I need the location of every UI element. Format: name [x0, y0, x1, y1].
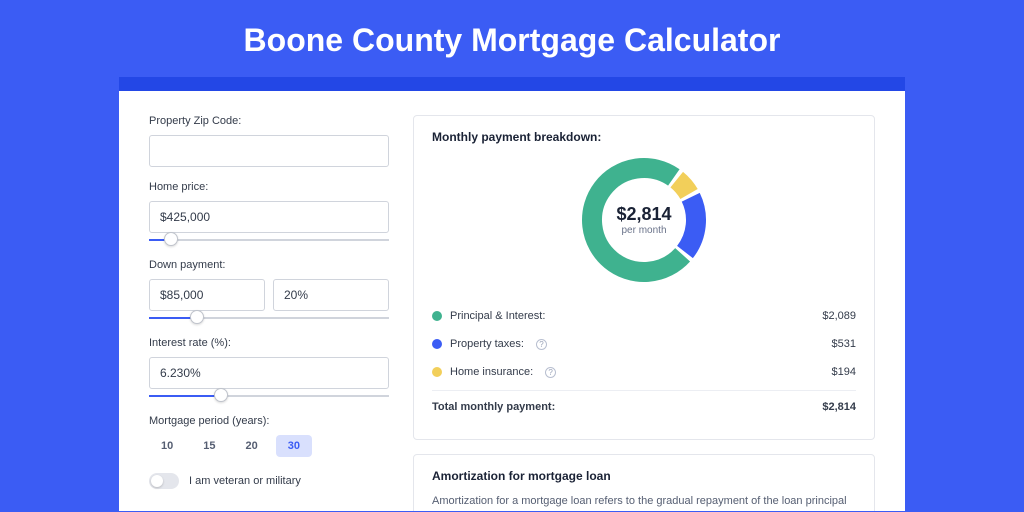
form-column: Property Zip Code: Home price: Down paym…: [149, 115, 389, 481]
calculator-card: Property Zip Code: Home price: Down paym…: [119, 91, 905, 511]
legend-value: $2,089: [822, 310, 856, 322]
home-price-slider[interactable]: [149, 235, 389, 245]
breakdown-panel: Monthly payment breakdown: $2,814 per mo…: [413, 115, 875, 440]
field-period: Mortgage period (years): 10 15 20 30: [149, 415, 389, 457]
veteran-row: I am veteran or military: [149, 473, 389, 489]
zip-label: Property Zip Code:: [149, 115, 389, 127]
zip-input[interactable]: [149, 135, 389, 167]
results-column: Monthly payment breakdown: $2,814 per mo…: [413, 115, 875, 481]
period-button-10[interactable]: 10: [149, 435, 185, 457]
amortization-text: Amortization for a mortgage loan refers …: [432, 493, 856, 511]
legend-swatch: [432, 311, 442, 321]
down-payment-pct-input[interactable]: [273, 279, 389, 311]
amortization-title: Amortization for mortgage loan: [432, 469, 856, 483]
home-price-input[interactable]: [149, 201, 389, 233]
field-rate: Interest rate (%):: [149, 337, 389, 401]
period-buttons: 10 15 20 30: [149, 435, 389, 457]
legend-label: Principal & Interest:: [450, 310, 545, 322]
rate-label: Interest rate (%):: [149, 337, 389, 349]
legend-value: $531: [832, 338, 856, 350]
veteran-toggle[interactable]: [149, 473, 179, 489]
total-label: Total monthly payment:: [432, 401, 555, 413]
toggle-knob: [151, 475, 163, 487]
total-value: $2,814: [822, 401, 856, 413]
period-button-20[interactable]: 20: [234, 435, 270, 457]
info-icon[interactable]: ?: [545, 367, 556, 378]
period-button-15[interactable]: 15: [191, 435, 227, 457]
page-root: Boone County Mortgage Calculator Propert…: [0, 0, 1024, 512]
period-button-30[interactable]: 30: [276, 435, 312, 457]
donut-segment: [685, 197, 696, 252]
legend-swatch: [432, 367, 442, 377]
rate-input[interactable]: [149, 357, 389, 389]
donut-center: $2,814 per month: [616, 204, 671, 236]
legend-value: $194: [832, 366, 856, 378]
rate-slider[interactable]: [149, 391, 389, 401]
slider-thumb[interactable]: [164, 232, 178, 246]
legend-swatch: [432, 339, 442, 349]
legend-row: Principal & Interest: $2,089: [432, 302, 856, 330]
legend-row: Property taxes:? $531: [432, 330, 856, 358]
amortization-panel: Amortization for mortgage loan Amortizat…: [413, 454, 875, 511]
home-price-label: Home price:: [149, 181, 389, 193]
legend-row: Home insurance:? $194: [432, 358, 856, 386]
veteran-label: I am veteran or military: [189, 475, 301, 487]
field-home-price: Home price:: [149, 181, 389, 245]
period-label: Mortgage period (years):: [149, 415, 389, 427]
legend-label: Property taxes:: [450, 338, 524, 350]
down-payment-input[interactable]: [149, 279, 265, 311]
down-payment-slider[interactable]: [149, 313, 389, 323]
donut-chart: $2,814 per month: [580, 156, 708, 284]
info-icon[interactable]: ?: [536, 339, 547, 350]
field-down-payment: Down payment:: [149, 259, 389, 323]
field-zip: Property Zip Code:: [149, 115, 389, 167]
page-title: Boone County Mortgage Calculator: [244, 22, 781, 59]
legend-label: Home insurance:: [450, 366, 533, 378]
donut-amount: $2,814: [616, 204, 671, 225]
down-payment-label: Down payment:: [149, 259, 389, 271]
legend-row-total: Total monthly payment: $2,814: [432, 390, 856, 421]
donut-wrap: $2,814 per month: [432, 156, 856, 284]
donut-segment: [677, 180, 689, 194]
breakdown-title: Monthly payment breakdown:: [432, 130, 856, 144]
legend: Principal & Interest: $2,089 Property taxe…: [432, 302, 856, 386]
slider-thumb[interactable]: [214, 388, 228, 402]
donut-sub: per month: [616, 225, 671, 236]
slider-thumb[interactable]: [190, 310, 204, 324]
header-bar: [119, 77, 905, 91]
